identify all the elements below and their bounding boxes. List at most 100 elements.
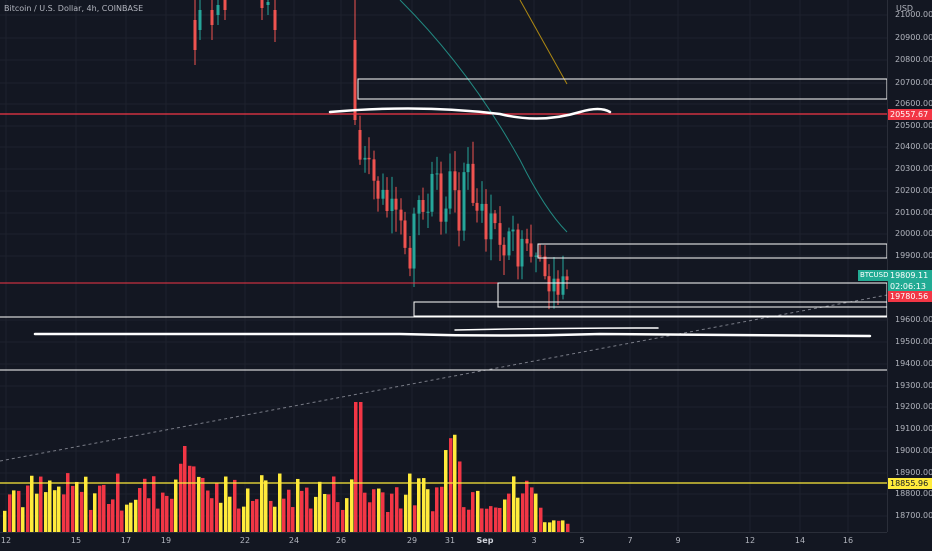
time-tick: 26 <box>335 536 347 545</box>
volume-bar <box>381 492 385 532</box>
volume-bar <box>93 493 97 532</box>
volume-bar <box>183 445 187 532</box>
volume-bar <box>75 481 79 532</box>
volume-bar <box>107 503 111 532</box>
candle-body <box>412 213 416 269</box>
countdown-tag: 02:06:13 <box>888 281 932 292</box>
candle-body <box>193 20 197 50</box>
time-axis[interactable] <box>0 532 887 551</box>
candle-body <box>475 202 479 211</box>
volume-bar <box>413 505 417 532</box>
volume-bar <box>489 506 493 532</box>
candle-body <box>439 173 443 222</box>
volume-bar <box>89 509 93 532</box>
volume-bar <box>422 478 426 532</box>
volume-bar <box>246 488 250 532</box>
volume-bar <box>543 522 547 532</box>
volume-bar <box>255 499 259 532</box>
volume-bar <box>336 502 340 532</box>
volume-bar <box>521 493 525 532</box>
price-axis[interactable]: USD <box>887 0 932 532</box>
candle-body <box>273 10 277 30</box>
volume-bar <box>224 476 228 532</box>
horizontal-levels[interactable] <box>0 113 887 484</box>
volume-bar <box>210 498 214 532</box>
volume-bar <box>440 486 444 532</box>
volume-bar <box>282 498 286 532</box>
volume-bar <box>350 479 354 532</box>
candle-body <box>353 40 357 120</box>
candle-body <box>493 213 497 224</box>
volume-bar <box>30 475 34 532</box>
candle-body <box>198 10 202 30</box>
volume-bar <box>512 476 516 532</box>
volume-bar <box>12 490 16 532</box>
volume-bar <box>138 488 142 532</box>
volume-bar <box>314 496 318 532</box>
price-tick: 20700.00 <box>895 78 932 87</box>
volume-bar <box>305 487 309 532</box>
volume-bar <box>530 487 534 532</box>
volume-bar <box>390 493 394 532</box>
volume-bar <box>327 494 331 532</box>
hand-drawn-lines[interactable] <box>33 107 872 338</box>
volume-bar <box>278 473 282 532</box>
volume-bar <box>467 509 471 532</box>
volume-bar <box>426 489 430 532</box>
candle-body <box>507 231 511 256</box>
candle-body <box>385 189 389 212</box>
volume-bar <box>237 508 241 532</box>
candle-body <box>408 247 412 269</box>
candle-body <box>216 5 220 15</box>
volume-bar <box>188 465 192 532</box>
time-tick: 16 <box>842 536 854 545</box>
volume-bar <box>8 494 12 532</box>
volume-bar <box>566 523 570 532</box>
time-tick: 12 <box>744 536 756 545</box>
volume-bar <box>71 485 75 532</box>
volume-bar <box>152 476 156 532</box>
volume-bar <box>116 473 120 532</box>
price-tick: 19000.00 <box>895 446 932 455</box>
price-tick: 19100.00 <box>895 424 932 433</box>
candle-body <box>498 223 502 245</box>
volume-bar <box>17 490 21 532</box>
time-tick: Sep <box>476 536 494 545</box>
time-tick: 14 <box>794 536 806 545</box>
time-tick: 17 <box>120 536 132 545</box>
current-price-tag: 19809.11 <box>888 270 932 281</box>
candle-body <box>547 276 551 292</box>
time-tick: 29 <box>406 536 418 545</box>
candle-body <box>520 238 524 267</box>
volume-bar <box>516 497 520 532</box>
volume-bar <box>201 477 205 532</box>
volume-bar <box>147 498 151 532</box>
volume-bar <box>507 493 511 532</box>
yellow-level-tag: 18855.96 <box>888 478 932 489</box>
candle-body <box>466 163 470 173</box>
volume-bar <box>399 508 403 532</box>
candle-body <box>260 0 264 8</box>
dashed-trendline[interactable] <box>0 294 888 462</box>
volume-bars <box>3 402 570 532</box>
time-tick: 7 <box>627 536 633 545</box>
volume-bar <box>561 520 565 532</box>
volume-bar <box>300 490 304 532</box>
volume-bar <box>219 502 223 532</box>
price-tick: 20900.00 <box>895 33 932 42</box>
volume-bar <box>408 473 412 532</box>
price-tick: 19500.00 <box>895 337 932 346</box>
time-tick: 22 <box>239 536 251 545</box>
candle-body <box>471 163 475 203</box>
time-tick: 3 <box>531 536 537 545</box>
volume-bar <box>318 481 322 532</box>
volume-bar <box>552 520 556 532</box>
candle-body <box>394 198 398 210</box>
volume-bar <box>557 520 561 532</box>
price-tick: 21000.00 <box>895 10 932 19</box>
volume-bar <box>44 492 48 532</box>
volume-bar <box>480 508 484 532</box>
volume-bar <box>548 522 552 532</box>
price-tick: 20200.00 <box>895 186 932 195</box>
